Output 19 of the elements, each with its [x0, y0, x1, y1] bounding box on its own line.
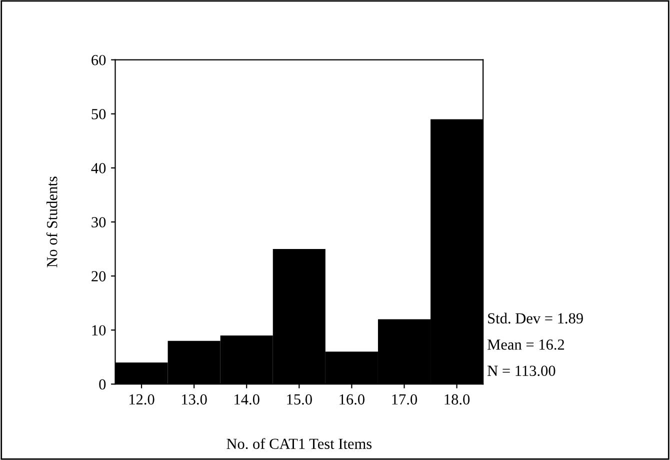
- text: N = 113.00: [488, 366, 556, 376]
- y-tick-label: 20: [92, 271, 106, 282]
- x-tick-label: 12.0: [129, 394, 154, 405]
- x-axis-title: No. of CAT1 Test Items: [226, 438, 372, 450]
- x-tick-label: 15.0: [287, 394, 312, 405]
- x-tick-label: 13.0: [182, 394, 207, 405]
- x-tick-label: 14.0: [234, 394, 260, 405]
- x-tick-label: 16.0: [340, 394, 364, 405]
- y-tick-label: 50: [92, 108, 106, 120]
- y-tick-label: 10: [92, 325, 106, 336]
- y-tick-label: 30: [92, 217, 106, 228]
- y-axis-title: No of Students: [46, 176, 58, 268]
- x-tick-label: 17.0: [392, 394, 418, 405]
- y-tick-label: 40: [91, 163, 106, 174]
- x-tick-label: 18.0: [444, 394, 470, 405]
- y-tick-label: 0: [99, 379, 106, 390]
- y-tick-label: 60: [92, 54, 106, 66]
- text: Std. Dev = 1.89: [488, 312, 583, 324]
- text: Mean = 16.2: [488, 339, 564, 350]
